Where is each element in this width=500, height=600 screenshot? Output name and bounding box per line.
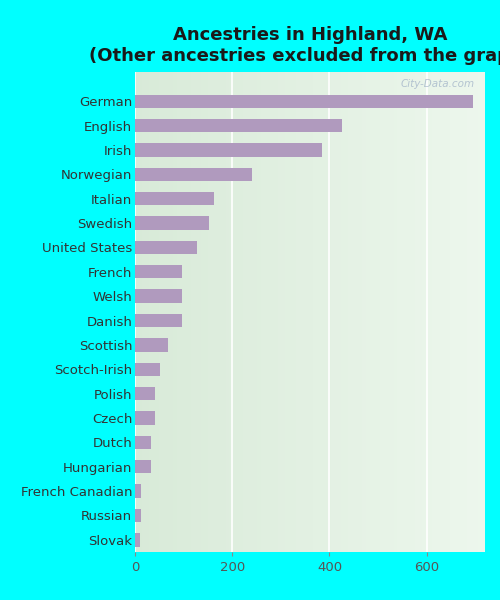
- Bar: [135, 143, 322, 157]
- Bar: [135, 436, 150, 449]
- Bar: [135, 460, 150, 473]
- Bar: [135, 217, 209, 230]
- Bar: [135, 265, 182, 278]
- Bar: [135, 533, 140, 547]
- Bar: [135, 411, 156, 425]
- Bar: [135, 338, 168, 352]
- Bar: [135, 95, 473, 108]
- Bar: [135, 362, 160, 376]
- Bar: [135, 314, 182, 327]
- Bar: [135, 289, 182, 303]
- Bar: [135, 509, 141, 522]
- Bar: [135, 387, 156, 400]
- Bar: [135, 241, 197, 254]
- Bar: [135, 119, 342, 133]
- Bar: [135, 192, 214, 205]
- Bar: [135, 484, 141, 498]
- Text: City-Data.com: City-Data.com: [400, 79, 474, 89]
- Title: Ancestries in Highland, WA
(Other ancestries excluded from the graph): Ancestries in Highland, WA (Other ancest…: [89, 26, 500, 65]
- Bar: [135, 167, 252, 181]
